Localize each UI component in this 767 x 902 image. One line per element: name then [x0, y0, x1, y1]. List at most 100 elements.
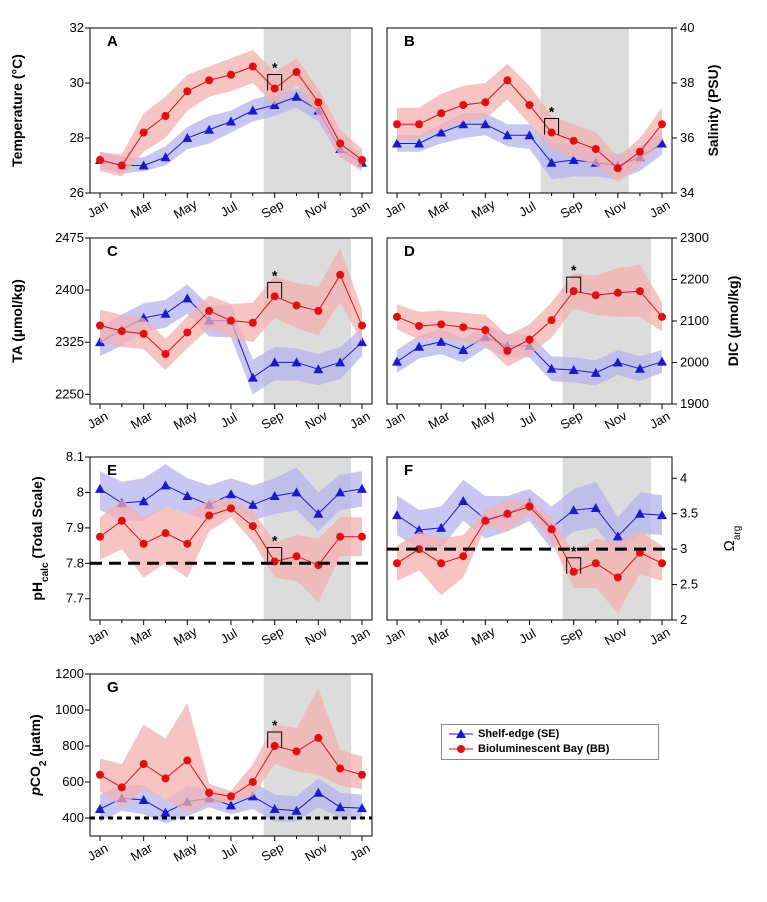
x-tick-label: Sep	[558, 197, 586, 222]
y-label-part: CO	[27, 766, 43, 787]
y-axis-label: pCO2 (µatm)	[27, 714, 49, 796]
se-point	[247, 105, 258, 115]
bb-point	[161, 774, 170, 783]
bb-point	[569, 567, 578, 576]
bb-point	[336, 270, 345, 279]
se-point	[568, 505, 579, 515]
y-tick-label: 28	[70, 130, 84, 145]
se-point	[392, 510, 402, 520]
bb-point	[139, 760, 148, 768]
y-axis-label: Temperature (°C)	[9, 54, 25, 167]
bb-point	[358, 770, 366, 779]
x-tick-label: Nov	[302, 197, 330, 222]
se-point	[160, 308, 171, 318]
bb-point	[415, 321, 424, 330]
y-tick-label: 8.1	[66, 449, 84, 464]
bb-point	[591, 291, 600, 300]
bb-point	[314, 733, 323, 742]
bb-point	[292, 301, 301, 310]
bb-point	[270, 292, 279, 301]
se-point	[247, 372, 258, 382]
bb-point	[481, 326, 490, 335]
y-tick-label: 2250	[55, 386, 84, 401]
y-tick-label: 2325	[55, 334, 84, 349]
y-tick-label: 2000	[680, 355, 709, 370]
se-point	[436, 127, 447, 137]
y-tick-label: 600	[62, 774, 84, 789]
bb-band	[397, 264, 662, 367]
significance-star: *	[571, 262, 577, 278]
se-point	[657, 138, 667, 148]
x-tick-label: Mar	[425, 624, 452, 649]
se-point	[502, 130, 513, 140]
x-tick-label: Nov	[302, 840, 330, 865]
se-point	[269, 357, 280, 367]
x-tick-label: Jan	[347, 408, 373, 431]
bb-point	[437, 320, 446, 329]
y-tick-label: 7.8	[66, 555, 84, 570]
x-tick-label: Jan	[647, 408, 673, 431]
panel-label: A	[107, 33, 118, 50]
se-point	[182, 293, 193, 303]
x-tick-label: May	[171, 196, 200, 222]
bb-point	[437, 559, 446, 568]
bb-point	[161, 349, 170, 358]
se-point	[313, 364, 324, 374]
bb-point	[525, 502, 534, 511]
y-label-part: pH	[29, 582, 45, 601]
se-point	[269, 804, 280, 813]
se-point	[95, 483, 105, 493]
se-point	[313, 787, 324, 797]
significance-bracket	[267, 74, 283, 91]
y-axis-label: Salinity (PSU)	[705, 65, 721, 157]
panel-label: E	[107, 462, 117, 479]
x-tick-label: Sep	[259, 840, 287, 865]
y-axis-label: DIC (µmol/kg)	[725, 276, 741, 367]
panel-g: *Jan Mar May Jul Sep Nov Jan40060080010001200G…	[27, 666, 373, 865]
se-point	[204, 124, 215, 134]
bb-point	[503, 76, 512, 85]
se-point	[392, 138, 402, 148]
y-axis-label: Ωarg	[721, 526, 743, 552]
bb-point	[415, 120, 424, 129]
y-tick-label: 2475	[55, 230, 84, 245]
panel-label: B	[404, 33, 415, 50]
se-point	[568, 364, 579, 374]
bb-point	[658, 559, 666, 568]
se-point	[392, 356, 402, 366]
bb-point	[314, 306, 323, 315]
se-point	[226, 800, 236, 810]
y-axis-label: TA (µmol/kg)	[9, 279, 25, 363]
se-point	[657, 356, 667, 366]
y-label-sub: calc	[40, 562, 51, 582]
y-label-sub: 2	[38, 760, 49, 766]
x-tick-label: Mar	[425, 408, 452, 433]
x-tick-label: Jan	[85, 197, 111, 220]
y-tick-label: 2200	[680, 272, 709, 287]
x-tick-label: Jan	[647, 197, 673, 220]
bb-point	[591, 145, 600, 153]
x-tick-label: Jan	[85, 840, 111, 863]
y-tick-label: 800	[62, 738, 84, 753]
x-tick-label: Jan	[85, 624, 111, 647]
bb-point	[205, 76, 214, 85]
x-tick-label: Nov	[602, 197, 630, 222]
y-label-part: Ω	[721, 540, 738, 551]
y-tick-label: 2100	[680, 313, 709, 328]
se-point	[414, 341, 425, 351]
x-tick-label: Jul	[516, 198, 538, 219]
panel-label: D	[404, 243, 415, 260]
legend-label-se: Shelf-edge (SE)	[478, 728, 560, 740]
y-tick-label: 40	[680, 20, 694, 35]
bb-point	[139, 128, 148, 137]
bb-point	[248, 522, 257, 531]
bb-point	[183, 756, 192, 765]
bb-point	[205, 511, 214, 520]
bb-band	[100, 50, 362, 177]
x-tick-label: Sep	[259, 197, 287, 222]
se-point	[590, 503, 601, 513]
y-tick-label: 2.5	[680, 577, 698, 592]
bb-point	[183, 539, 192, 548]
significance-star: *	[272, 267, 278, 283]
bb-point	[613, 288, 622, 297]
